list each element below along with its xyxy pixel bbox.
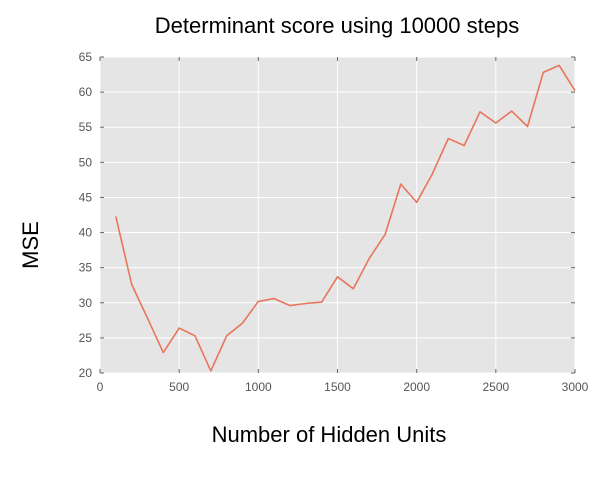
data-point: [574, 90, 576, 92]
data-point: [257, 300, 259, 302]
data-point: [337, 276, 339, 278]
x-tick-label: 2500: [482, 380, 509, 394]
y-tick-label: 55: [79, 120, 93, 134]
y-tick-label: 20: [79, 366, 93, 380]
data-point: [210, 370, 212, 372]
tick-marks: [99, 56, 576, 374]
data-point: [416, 201, 418, 203]
data-point: [352, 288, 354, 290]
y-tick-label: 65: [79, 50, 93, 64]
data-point: [242, 322, 244, 324]
y-tick-label: 30: [79, 296, 93, 310]
x-tick-label: 500: [169, 380, 189, 394]
y-axis-label: MSE: [18, 221, 43, 269]
x-tick-label: 0: [97, 380, 104, 394]
data-point: [479, 111, 481, 113]
data-point: [400, 183, 402, 185]
data-point: [289, 305, 291, 307]
x-tick-labels: 0 500 1000 1500 2000 2500 3000: [97, 380, 589, 394]
x-axis-label: Number of Hidden Units: [212, 422, 447, 447]
data-point: [147, 317, 149, 319]
data-point: [368, 258, 370, 260]
x-tick-label: 1000: [245, 380, 272, 394]
y-tick-label: 40: [79, 226, 93, 240]
data-point: [321, 301, 323, 303]
y-tick-label: 45: [79, 190, 93, 204]
data-point: [194, 335, 196, 337]
data-point: [447, 138, 449, 140]
series-line: [115, 64, 576, 372]
data-point: [511, 110, 513, 112]
data-point: [273, 298, 275, 300]
chart-title: Determinant score using 10000 steps: [155, 13, 519, 38]
data-point: [131, 284, 133, 286]
y-tick-label: 25: [79, 331, 93, 345]
data-point: [542, 71, 544, 73]
data-point: [558, 64, 560, 66]
x-tick-label: 1500: [324, 380, 351, 394]
y-tick-label: 50: [79, 155, 93, 169]
data-point: [463, 145, 465, 147]
y-tick-labels: 20 25 30 35 40 45 50 55 60 65: [79, 50, 93, 380]
data-point: [305, 303, 307, 305]
data-point: [432, 173, 434, 175]
data-point: [384, 234, 386, 236]
data-point: [162, 352, 164, 354]
data-point: [115, 215, 117, 217]
data-point: [495, 122, 497, 124]
y-tick-label: 60: [79, 85, 93, 99]
data-point: [178, 327, 180, 329]
x-tick-label: 3000: [562, 380, 589, 394]
y-tick-label: 35: [79, 261, 93, 275]
x-tick-label: 2000: [403, 380, 430, 394]
series-group: [115, 64, 576, 372]
data-point: [527, 126, 529, 128]
data-point: [226, 335, 228, 337]
